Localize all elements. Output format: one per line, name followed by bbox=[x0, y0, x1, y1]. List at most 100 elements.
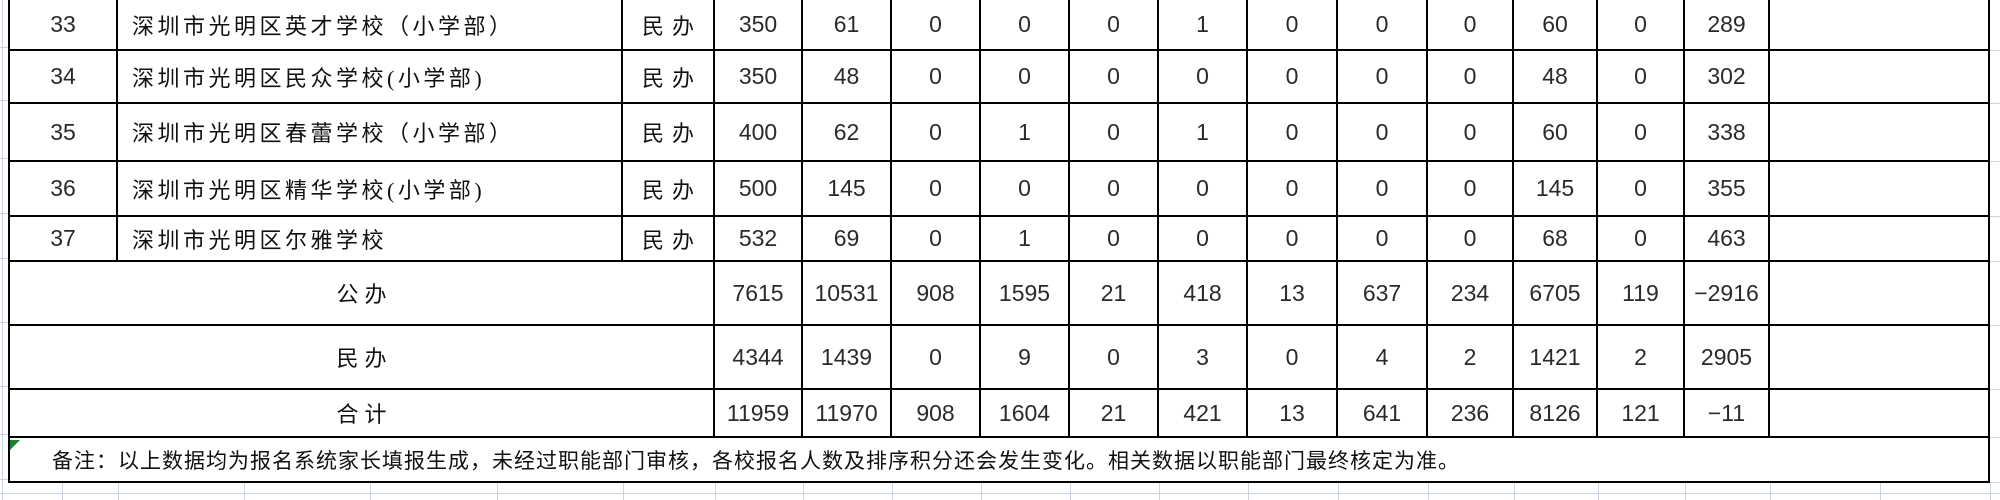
summary-label-cell[interactable]: 合计 bbox=[8, 390, 715, 438]
cell-value[interactable]: 500 bbox=[715, 162, 803, 217]
cell-school-name[interactable]: 深圳市光明区尔雅学校 bbox=[118, 217, 623, 262]
cell-value[interactable]: 0 bbox=[1428, 0, 1514, 51]
cell-value[interactable]: 0 bbox=[1159, 162, 1248, 217]
cell-value[interactable]: 0 bbox=[1338, 0, 1428, 51]
cell-value[interactable]: 0 bbox=[1598, 162, 1685, 217]
cell-value[interactable]: 145 bbox=[803, 162, 892, 217]
cell-value[interactable]: 60 bbox=[1514, 104, 1598, 162]
cell-empty[interactable] bbox=[1770, 390, 1990, 438]
cell-empty[interactable] bbox=[1770, 262, 1990, 326]
cell-value[interactable]: 0 bbox=[1598, 217, 1685, 262]
summary-value-cell[interactable]: 21 bbox=[1070, 390, 1159, 438]
cell-value[interactable]: 0 bbox=[1338, 51, 1428, 104]
summary-value-cell[interactable]: 11959 bbox=[715, 390, 803, 438]
cell-value[interactable]: 0 bbox=[1338, 217, 1428, 262]
cell-value[interactable]: 0 bbox=[1428, 51, 1514, 104]
summary-value-cell[interactable]: 11970 bbox=[803, 390, 892, 438]
cell-value[interactable]: 0 bbox=[1159, 217, 1248, 262]
cell-value[interactable]: 68 bbox=[1514, 217, 1598, 262]
cell-empty[interactable] bbox=[1770, 51, 1990, 104]
cell-value[interactable]: 302 bbox=[1685, 51, 1770, 104]
cell-value[interactable]: 0 bbox=[981, 51, 1070, 104]
summary-value-cell[interactable]: 4344 bbox=[715, 326, 803, 390]
cell-value[interactable]: 0 bbox=[1598, 0, 1685, 51]
summary-value-cell[interactable]: 7615 bbox=[715, 262, 803, 326]
cell-value[interactable]: 61 bbox=[803, 0, 892, 51]
cell-school-type[interactable]: 民办 bbox=[623, 217, 715, 262]
cell-value[interactable]: 0 bbox=[892, 217, 981, 262]
cell-value[interactable]: 0 bbox=[1598, 51, 1685, 104]
cell-row-number[interactable]: 34 bbox=[8, 51, 118, 104]
cell-school-name[interactable]: 深圳市光明区春蕾学校（小学部） bbox=[118, 104, 623, 162]
summary-value-cell[interactable]: 21 bbox=[1070, 262, 1159, 326]
cell-value[interactable]: 0 bbox=[1428, 162, 1514, 217]
cell-row-number[interactable]: 33 bbox=[8, 0, 118, 51]
cell-value[interactable]: 338 bbox=[1685, 104, 1770, 162]
cell-value[interactable]: 0 bbox=[1338, 162, 1428, 217]
cell-value[interactable]: 62 bbox=[803, 104, 892, 162]
cell-value[interactable]: 289 bbox=[1685, 0, 1770, 51]
cell-value[interactable]: 350 bbox=[715, 51, 803, 104]
summary-value-cell[interactable]: 236 bbox=[1428, 390, 1514, 438]
summary-value-cell[interactable]: 3 bbox=[1159, 326, 1248, 390]
cell-value[interactable]: 0 bbox=[981, 162, 1070, 217]
summary-label-cell[interactable]: 公办 bbox=[8, 262, 715, 326]
summary-value-cell[interactable]: 13 bbox=[1248, 390, 1338, 438]
summary-value-cell[interactable]: 1439 bbox=[803, 326, 892, 390]
cell-value[interactable]: 0 bbox=[1070, 0, 1159, 51]
summary-value-cell[interactable]: 1604 bbox=[981, 390, 1070, 438]
cell-value[interactable]: 0 bbox=[1070, 217, 1159, 262]
cell-school-name[interactable]: 深圳市光明区英才学校（小学部） bbox=[118, 0, 623, 51]
cell-value[interactable]: 69 bbox=[803, 217, 892, 262]
cell-value[interactable]: 0 bbox=[1070, 51, 1159, 104]
cell-value[interactable]: 0 bbox=[1598, 104, 1685, 162]
cell-value[interactable]: 0 bbox=[1248, 217, 1338, 262]
summary-value-cell[interactable]: 641 bbox=[1338, 390, 1428, 438]
summary-value-cell[interactable]: 908 bbox=[892, 390, 981, 438]
cell-empty[interactable] bbox=[1770, 217, 1990, 262]
summary-value-cell[interactable]: −11 bbox=[1685, 390, 1770, 438]
summary-value-cell[interactable]: 0 bbox=[892, 326, 981, 390]
summary-value-cell[interactable]: 119 bbox=[1598, 262, 1685, 326]
cell-value[interactable]: 0 bbox=[1248, 0, 1338, 51]
summary-value-cell[interactable]: 4 bbox=[1338, 326, 1428, 390]
summary-value-cell[interactable]: 2 bbox=[1428, 326, 1514, 390]
cell-school-name[interactable]: 深圳市光明区精华学校(小学部) bbox=[118, 162, 623, 217]
summary-value-cell[interactable]: 121 bbox=[1598, 390, 1685, 438]
summary-value-cell[interactable]: 10531 bbox=[803, 262, 892, 326]
summary-value-cell[interactable]: 0 bbox=[1070, 326, 1159, 390]
summary-value-cell[interactable]: 234 bbox=[1428, 262, 1514, 326]
cell-value[interactable]: 60 bbox=[1514, 0, 1598, 51]
cell-value[interactable]: 1 bbox=[981, 104, 1070, 162]
cell-value[interactable]: 0 bbox=[1428, 104, 1514, 162]
cell-value[interactable]: 1 bbox=[981, 217, 1070, 262]
cell-value[interactable]: 463 bbox=[1685, 217, 1770, 262]
summary-value-cell[interactable]: 8126 bbox=[1514, 390, 1598, 438]
cell-value[interactable]: 350 bbox=[715, 0, 803, 51]
cell-value[interactable]: 48 bbox=[1514, 51, 1598, 104]
cell-value[interactable]: 0 bbox=[892, 51, 981, 104]
summary-value-cell[interactable]: 418 bbox=[1159, 262, 1248, 326]
cell-value[interactable]: 0 bbox=[1248, 51, 1338, 104]
cell-value[interactable]: 355 bbox=[1685, 162, 1770, 217]
cell-value[interactable]: 0 bbox=[1428, 217, 1514, 262]
cell-value[interactable]: 1 bbox=[1159, 104, 1248, 162]
summary-label-cell[interactable]: 民办 bbox=[8, 326, 715, 390]
summary-value-cell[interactable]: 2 bbox=[1598, 326, 1685, 390]
cell-row-number[interactable]: 36 bbox=[8, 162, 118, 217]
cell-value[interactable]: 0 bbox=[981, 0, 1070, 51]
cell-value[interactable]: 0 bbox=[1338, 104, 1428, 162]
cell-school-type[interactable]: 民办 bbox=[623, 162, 715, 217]
summary-value-cell[interactable]: 2905 bbox=[1685, 326, 1770, 390]
summary-value-cell[interactable]: 13 bbox=[1248, 262, 1338, 326]
summary-value-cell[interactable]: 637 bbox=[1338, 262, 1428, 326]
summary-value-cell[interactable]: 1595 bbox=[981, 262, 1070, 326]
cell-value[interactable]: 0 bbox=[1248, 162, 1338, 217]
cell-value[interactable]: 0 bbox=[1159, 51, 1248, 104]
cell-value[interactable]: 400 bbox=[715, 104, 803, 162]
cell-value[interactable]: 0 bbox=[892, 162, 981, 217]
cell-value[interactable]: 0 bbox=[1070, 104, 1159, 162]
cell-value[interactable]: 48 bbox=[803, 51, 892, 104]
summary-value-cell[interactable]: 908 bbox=[892, 262, 981, 326]
cell-row-number[interactable]: 35 bbox=[8, 104, 118, 162]
